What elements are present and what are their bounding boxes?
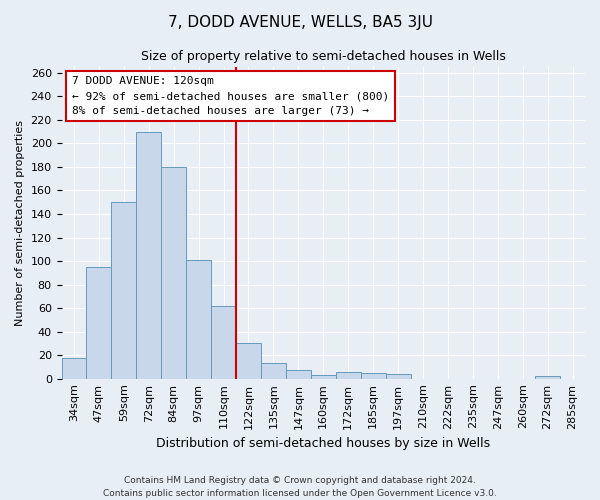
Text: 7 DODD AVENUE: 120sqm
← 92% of semi-detached houses are smaller (800)
8% of semi: 7 DODD AVENUE: 120sqm ← 92% of semi-deta… — [72, 76, 389, 116]
Bar — [336, 372, 361, 378]
Bar — [161, 167, 186, 378]
Text: Contains HM Land Registry data © Crown copyright and database right 2024.
Contai: Contains HM Land Registry data © Crown c… — [103, 476, 497, 498]
Bar — [286, 370, 311, 378]
Bar — [361, 373, 386, 378]
Bar — [62, 358, 86, 378]
Title: Size of property relative to semi-detached houses in Wells: Size of property relative to semi-detach… — [141, 50, 506, 63]
Y-axis label: Number of semi-detached properties: Number of semi-detached properties — [15, 120, 25, 326]
Bar — [311, 375, 336, 378]
X-axis label: Distribution of semi-detached houses by size in Wells: Distribution of semi-detached houses by … — [156, 437, 490, 450]
Bar — [86, 267, 112, 378]
Bar — [386, 374, 410, 378]
Bar — [136, 132, 161, 378]
Text: 7, DODD AVENUE, WELLS, BA5 3JU: 7, DODD AVENUE, WELLS, BA5 3JU — [167, 15, 433, 30]
Bar — [236, 344, 261, 378]
Bar — [186, 260, 211, 378]
Bar — [261, 364, 286, 378]
Bar — [112, 202, 136, 378]
Bar — [211, 306, 236, 378]
Bar — [535, 376, 560, 378]
